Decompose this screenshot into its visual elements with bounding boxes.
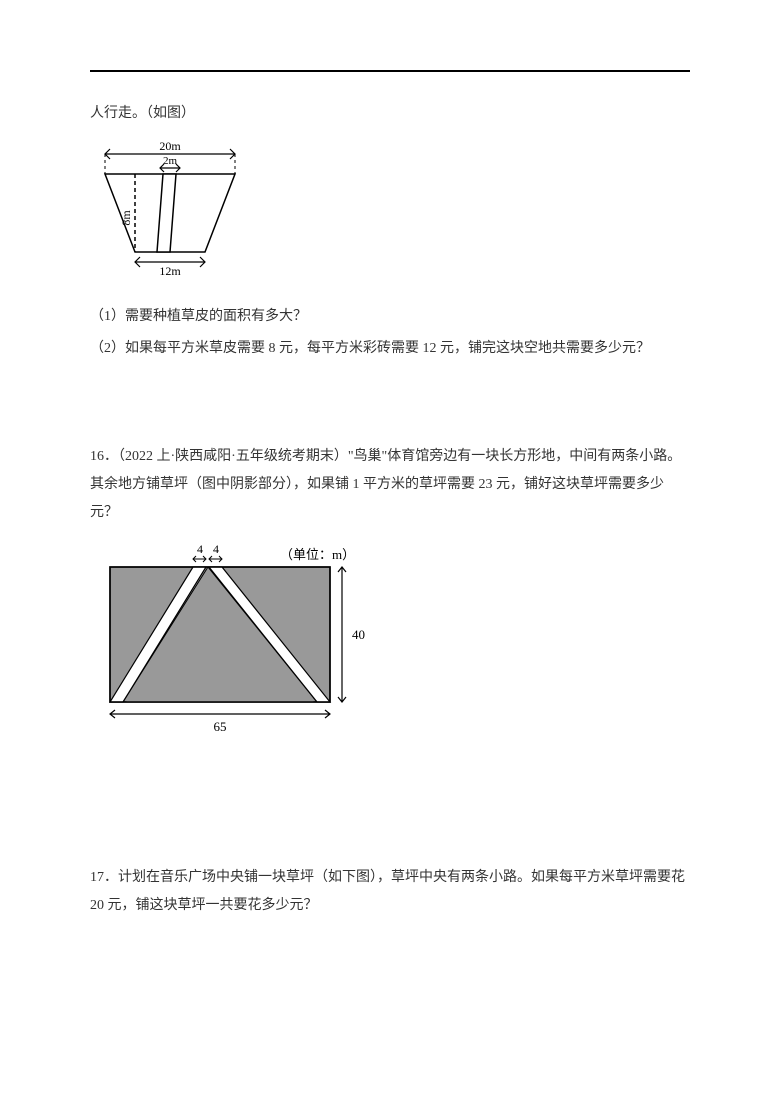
path-width-label: 2m — [163, 155, 178, 167]
height-40-label: 40 — [352, 627, 365, 642]
q15-sub1: （1）需要种植草皮的面积有多大？ — [90, 303, 690, 331]
q15-sub2: （2）如果每平方米草皮需要 8 元，每平方米彩砖需要 12 元，铺完这块空地共需… — [90, 335, 690, 363]
rect-tri-svg: 4 4 （单位：m） — [90, 539, 410, 739]
q17-block: 17．计划在音乐广场中央铺一块草坪（如下图），草坪中央有两条小路。如果每平方米草… — [90, 864, 690, 920]
gap2-label: 4 — [213, 542, 219, 556]
q16-block: 16．（2022 上·陕西咸阳·五年级统考期末）"鸟巢"体育馆旁边有一块长方形地… — [90, 443, 690, 744]
trapezoid-svg: 20m 2m 8m — [90, 140, 260, 280]
gap1-label: 4 — [197, 542, 203, 556]
page-content: 人行走。（如图） 20m 2m — [0, 0, 780, 964]
figure-rectangle-triangle: 4 4 （单位：m） — [90, 539, 690, 744]
q17-text: 17．计划在音乐广场中央铺一块草坪（如下图），草坪中央有两条小路。如果每平方米草… — [90, 864, 690, 920]
top-rule — [90, 70, 690, 72]
unit-label: （单位：m） — [280, 547, 355, 562]
q16-text: 16．（2022 上·陕西咸阳·五年级统考期末）"鸟巢"体育馆旁边有一块长方形地… — [90, 443, 690, 527]
height-label: 8m — [119, 210, 133, 226]
top-width-label: 20m — [159, 140, 181, 153]
width-65-label: 65 — [214, 719, 227, 734]
figure-trapezoid: 20m 2m 8m — [90, 140, 690, 285]
intro-text: 人行走。（如图） — [90, 100, 690, 128]
bottom-width-label: 12m — [159, 264, 181, 278]
